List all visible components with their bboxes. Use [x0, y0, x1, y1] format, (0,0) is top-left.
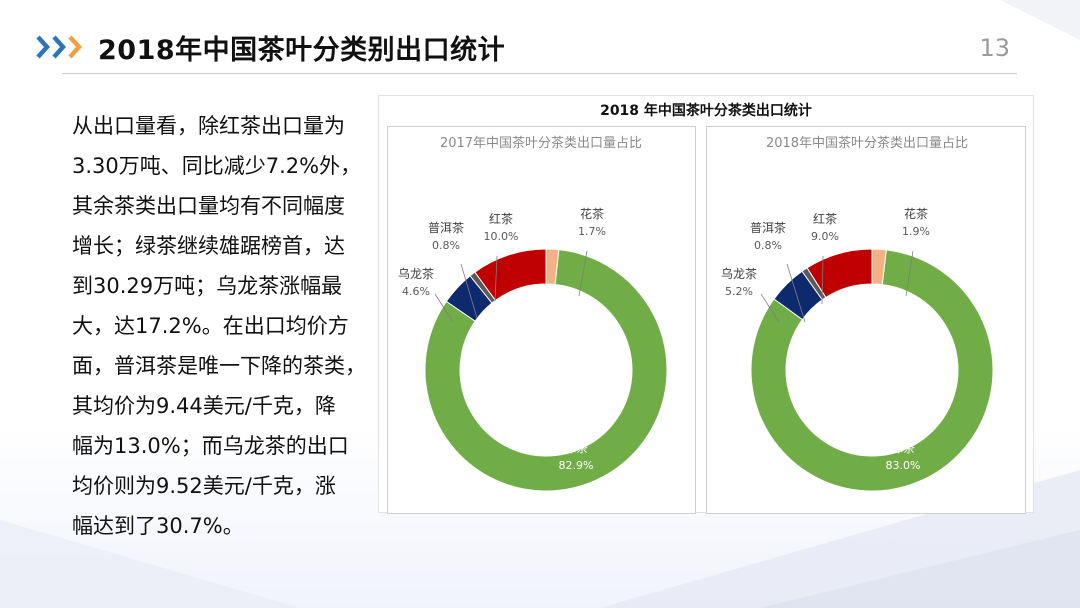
slice-value-label: 83.0% [886, 459, 921, 472]
body-line: 其均价为9.44美元/千克，降 [72, 394, 336, 418]
slice-value-label: 4.6% [402, 285, 430, 298]
body-line: 从出口量看，除红茶出口量为 [72, 114, 345, 138]
slide-header: 2018年中国茶叶分类别出口统计 13 [0, 0, 1080, 80]
leader-line [460, 263, 478, 319]
body-line: 均价则为9.52美元/千克，涨 [72, 474, 336, 498]
leader-line [494, 255, 498, 302]
slice-value-label: 82.9% [559, 459, 594, 472]
donut-chart-title: 2018年中国茶叶分茶类出口量占比 [766, 135, 968, 151]
body-line: 面，普洱茶是唯一下降的茶类， [72, 354, 366, 378]
header-divider [62, 73, 1017, 74]
page-number: 13 [979, 34, 1010, 62]
chart-panel: 2018 年中国茶叶分茶类出口统计 2017年中国茶叶分茶类出口量占比花茶 1.7… [378, 95, 1034, 514]
body-line: 大，达17.2%。在出口均价方 [72, 314, 349, 338]
leader-line [821, 255, 824, 305]
chart-panel-title: 2018 年中国茶叶分茶类出口统计 [600, 103, 812, 119]
slice-name-label: 红茶 [489, 211, 513, 226]
leader-line [434, 293, 454, 323]
body-line: 幅达到了30.7%。 [72, 514, 244, 538]
slice-name-label: 绿茶 [564, 440, 588, 455]
page-title: 2018年中国茶叶分类别出口统计 [98, 35, 506, 66]
body-paragraph: 从出口量看，除红茶出口量为 3.30万吨、同比减少7.2%外， 其余茶类出口量均… [72, 106, 378, 546]
body-line: 增长；绿茶继续雄踞榜首，达 [72, 234, 345, 258]
body-line: 3.30万吨、同比减少7.2%外， [72, 154, 362, 178]
donut-slice [474, 248, 547, 302]
slice-value-label: 0.8% [754, 239, 782, 252]
donut-slice [750, 249, 994, 492]
leader-line [905, 250, 914, 297]
slice-value-label: 1.7% [578, 225, 606, 238]
leader-line [578, 250, 588, 297]
leader-line [760, 293, 780, 323]
slice-name-label: 普洱茶 [750, 220, 786, 235]
body-line: 其余茶类出口量均有不同幅度 [72, 194, 345, 218]
donut-slice [806, 248, 873, 299]
slice-name-label: 花茶 [904, 206, 928, 221]
leader-line [786, 263, 806, 323]
slice-name-label: 乌龙茶 [721, 266, 757, 281]
donut-chart-title: 2017年中国茶叶分茶类出口量占比 [440, 135, 642, 151]
slice-value-label: 5.2% [725, 285, 753, 298]
slice-name-label: 绿茶 [891, 440, 915, 455]
slice-value-label: 9.0% [811, 230, 839, 243]
slice-value-label: 10.0% [484, 230, 519, 243]
body-line: 幅为13.0%；而乌龙茶的出口 [72, 434, 349, 458]
body-line: 到30.29万吨；乌龙茶涨幅最 [72, 274, 343, 298]
slice-value-label: 1.9% [902, 225, 930, 238]
donut-slice [424, 249, 668, 492]
slice-name-label: 乌龙茶 [398, 266, 434, 281]
slice-name-label: 普洱茶 [428, 220, 464, 235]
slice-name-label: 红茶 [813, 211, 837, 226]
chevron-arrows-icon [36, 35, 83, 59]
slice-value-label: 0.8% [432, 239, 460, 252]
slice-name-label: 花茶 [580, 206, 604, 221]
